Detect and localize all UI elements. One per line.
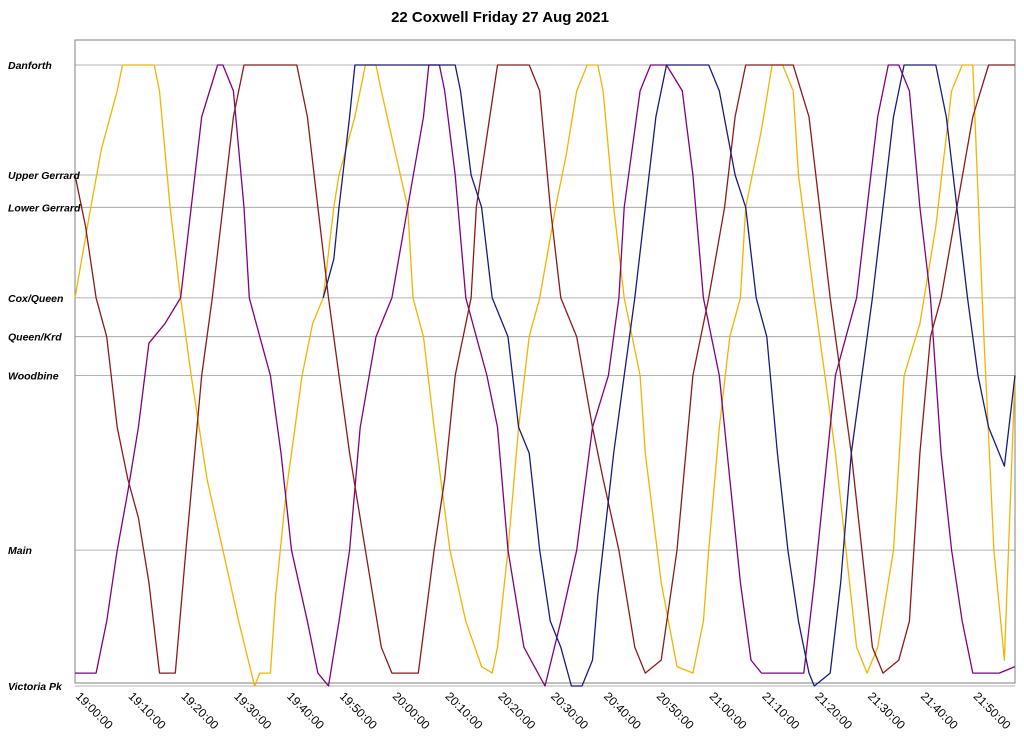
series-line-3: [322, 64, 1016, 687]
series-lines: [74, 64, 1016, 687]
x-tick-label: 19:20:00: [178, 689, 221, 732]
x-tick-label: 20:40:00: [601, 689, 644, 732]
x-tick-label: 19:00:00: [73, 689, 116, 732]
time-tick-labels: 19:00:00 19:10:00 19:20:00 19:30:00 19:40:00…: [73, 689, 1014, 732]
stop-label: Queen/Krd: [8, 332, 62, 344]
x-tick-label: 21:30:00: [865, 689, 908, 732]
x-tick-label: 21:10:00: [759, 689, 802, 732]
chart-title: 22 Coxwell Friday 27 Aug 2021: [391, 9, 609, 26]
stop-label: Danforth: [8, 60, 52, 72]
stop-label: Cox/Queen: [8, 293, 63, 305]
x-tick-label: 20:00:00: [390, 689, 433, 732]
x-tick-label: 21:00:00: [707, 689, 750, 732]
x-tick-label: 21:50:00: [971, 689, 1014, 732]
x-tick-label: 19:50:00: [337, 689, 380, 732]
gridlines: [75, 64, 1015, 687]
x-tick-label: 20:10:00: [443, 689, 486, 732]
stop-label: Lower Gerrard: [8, 202, 81, 214]
x-tick-label: 20:20:00: [495, 689, 538, 732]
stop-label: Main: [8, 545, 32, 557]
x-tick-label: 21:20:00: [812, 689, 855, 732]
x-tick-label: 20:30:00: [548, 689, 591, 732]
x-tick-label: 19:30:00: [231, 689, 274, 732]
plot-area: [74, 39, 1016, 684]
x-tick-label: 21:40:00: [918, 689, 961, 732]
stop-label: Victoria Pk: [8, 681, 63, 693]
x-tick-label: 19:10:00: [126, 689, 169, 732]
stop-labels: Danforth Upper Gerrard Lower Gerrard Cox/Qu…: [8, 60, 81, 693]
series-line-2: [74, 64, 1015, 674]
x-tick-label: 19:40:00: [284, 689, 327, 732]
x-tick-label: 20:50:00: [654, 689, 697, 732]
stop-label: Woodbine: [8, 371, 59, 383]
series-line-1: [75, 64, 1016, 687]
series-line-0: [74, 64, 1016, 687]
stop-label: Upper Gerrard: [8, 170, 80, 182]
